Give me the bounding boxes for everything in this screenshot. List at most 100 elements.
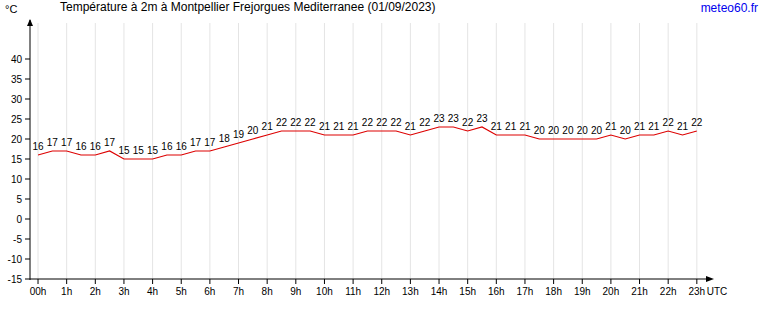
- source: meteo60.fr: [701, 1, 758, 15]
- y-tick-label: 40: [11, 54, 23, 65]
- x-axis: [30, 279, 711, 280]
- x-tick-label: 7h: [233, 286, 244, 297]
- x-tick: [553, 279, 554, 284]
- grid-line: [295, 23, 296, 279]
- data-label: 21: [319, 121, 331, 132]
- x-tick-label: 5h: [176, 286, 187, 297]
- x-tick: [668, 279, 669, 284]
- grid-line: [639, 23, 640, 279]
- grid-line: [267, 23, 268, 279]
- x-tick-label: 21h: [631, 286, 648, 297]
- y-tick-label: 0: [16, 214, 22, 225]
- y-tick-label: 10: [11, 174, 23, 185]
- data-label: 22: [305, 117, 317, 128]
- data-label: 16: [176, 141, 188, 152]
- y-tick: [25, 239, 30, 240]
- grid-line: [238, 23, 239, 279]
- data-label: 21: [491, 121, 503, 132]
- grid-line: [324, 23, 325, 279]
- grid-line: [439, 23, 440, 279]
- data-label: 22: [419, 117, 431, 128]
- data-label: 21: [519, 121, 531, 132]
- data-label: 23: [448, 113, 460, 124]
- x-tick-label: 10h: [316, 286, 333, 297]
- y-tick: [25, 139, 30, 140]
- y-tick-label: 35: [11, 74, 23, 85]
- y-tick: [25, 59, 30, 60]
- x-tick: [181, 279, 182, 284]
- data-label: 16: [75, 141, 87, 152]
- data-label: 21: [262, 121, 274, 132]
- x-tick: [582, 279, 583, 284]
- data-label: 21: [648, 121, 660, 132]
- x-tick: [696, 279, 697, 284]
- x-tick: [496, 279, 497, 284]
- x-tick: [524, 279, 525, 284]
- x-tick: [381, 279, 382, 284]
- data-label: 23: [433, 113, 445, 124]
- x-tick-label: 13h: [402, 286, 419, 297]
- data-label: 16: [161, 141, 173, 152]
- x-tick-label: 17h: [517, 286, 534, 297]
- y-tick: [25, 99, 30, 100]
- y-tick-label: -10: [8, 254, 23, 265]
- grid-line: [524, 23, 525, 279]
- y-tick: [25, 179, 30, 180]
- data-label: 19: [233, 129, 245, 140]
- x-tick: [95, 279, 96, 284]
- x-tick-label: 22h: [660, 286, 677, 297]
- data-label: 22: [462, 117, 474, 128]
- x-tick-label: 3h: [118, 286, 129, 297]
- x-tick-label: 1h: [61, 286, 72, 297]
- x-tick-label: 6h: [204, 286, 215, 297]
- data-label: 17: [104, 137, 116, 148]
- data-label: 21: [505, 121, 517, 132]
- data-label: 21: [348, 121, 360, 132]
- data-label: 20: [620, 125, 632, 136]
- y-tick: [25, 279, 30, 280]
- x-tick-label: 8h: [262, 286, 273, 297]
- grid-line: [410, 23, 411, 279]
- data-label: 15: [133, 145, 145, 156]
- data-label: 22: [663, 117, 675, 128]
- y-tick: [25, 259, 30, 260]
- grid-line: [496, 23, 497, 279]
- grid-line: [610, 23, 611, 279]
- x-tick-label: 20h: [603, 286, 620, 297]
- data-label: 22: [362, 117, 374, 128]
- y-axis-arrow: [27, 19, 33, 26]
- grid-line: [467, 23, 468, 279]
- data-label: 15: [147, 145, 159, 156]
- x-tick-label: 00h: [30, 286, 47, 297]
- y-tick-label: -5: [13, 234, 22, 245]
- y-tick: [25, 219, 30, 220]
- x-tick: [209, 279, 210, 284]
- x-tick: [66, 279, 67, 284]
- data-label: 20: [562, 125, 574, 136]
- x-tick-label: 2h: [90, 286, 101, 297]
- data-label: 17: [204, 137, 216, 148]
- x-tick: [267, 279, 268, 284]
- x-tick-label: 15h: [459, 286, 476, 297]
- grid-line: [668, 23, 669, 279]
- x-tick-label: 12h: [373, 286, 390, 297]
- grid-line: [582, 23, 583, 279]
- x-tick-label: 14h: [431, 286, 448, 297]
- data-label: 21: [605, 121, 617, 132]
- x-axis-label: UTC: [707, 286, 728, 297]
- x-tick-label: 9h: [290, 286, 301, 297]
- y-tick-label: 25: [11, 114, 23, 125]
- data-label: 20: [247, 125, 259, 136]
- data-label: 20: [577, 125, 589, 136]
- data-label: 15: [118, 145, 130, 156]
- x-tick: [467, 279, 468, 284]
- x-tick: [295, 279, 296, 284]
- x-tick: [639, 279, 640, 284]
- y-tick-label: 20: [11, 134, 23, 145]
- data-label: 23: [476, 113, 488, 124]
- x-tick: [238, 279, 239, 284]
- data-label: 16: [90, 141, 102, 152]
- grid-line: [381, 23, 382, 279]
- grid-line: [696, 23, 697, 279]
- data-label: 20: [591, 125, 603, 136]
